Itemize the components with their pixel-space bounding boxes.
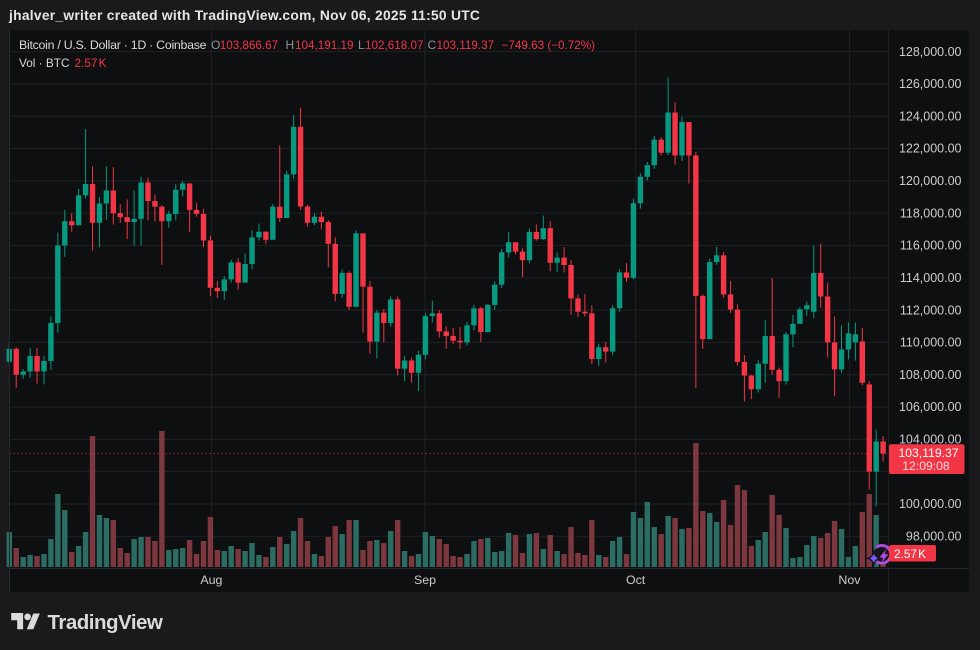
svg-text:124,000.00: 124,000.00: [899, 109, 962, 123]
svg-text:Nov: Nov: [838, 573, 861, 587]
svg-text:118,000.00: 118,000.00: [900, 206, 962, 220]
svg-text:TradingView: TradingView: [48, 611, 163, 634]
svg-text:114,000.00: 114,000.00: [900, 271, 962, 285]
svg-text:100,000.00: 100,000.00: [899, 497, 962, 511]
svg-text:110,000.00: 110,000.00: [900, 336, 962, 350]
svg-text:Oct: Oct: [626, 573, 646, 587]
svg-text:120,000.00: 120,000.00: [899, 174, 962, 188]
svg-text:122,000.00: 122,000.00: [899, 142, 962, 156]
svg-text:106,000.00: 106,000.00: [899, 400, 962, 414]
svg-text:jhalver_writer created with Tr: jhalver_writer created with TradingView.…: [8, 8, 480, 23]
svg-text:116,000.00: 116,000.00: [900, 239, 962, 253]
svg-text:98,000.00: 98,000.00: [906, 529, 962, 543]
svg-text:2.57K: 2.57K: [75, 56, 107, 70]
svg-text:128,000.00: 128,000.00: [899, 45, 962, 59]
svg-text:126,000.00: 126,000.00: [899, 77, 962, 91]
svg-text:Aug: Aug: [200, 573, 222, 587]
svg-text:108,000.00: 108,000.00: [899, 368, 962, 382]
svg-text:112,000.00: 112,000.00: [900, 303, 962, 317]
svg-text:2.57K: 2.57K: [894, 547, 926, 561]
svg-text:12:09:08: 12:09:08: [902, 459, 950, 473]
svg-text:Sep: Sep: [414, 573, 436, 587]
svg-text:103,119.37: 103,119.37: [898, 446, 958, 460]
svg-text:Vol · BTC: Vol · BTC: [19, 56, 70, 70]
svg-text:Bitcoin / U.S. Dollar · 1D · C: Bitcoin / U.S. Dollar · 1D · Coinbase: [19, 38, 207, 52]
svg-text:104,000.00: 104,000.00: [899, 433, 962, 447]
